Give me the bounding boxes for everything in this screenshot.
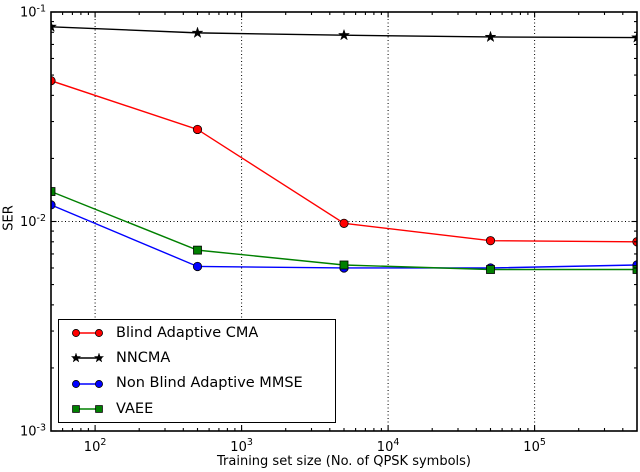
- legend-label: Non Blind Adaptive MMSE: [116, 375, 303, 392]
- legend-label: VAEE: [116, 400, 154, 417]
- legend-label: Blind Adaptive CMA: [116, 324, 259, 341]
- x-tick-label: 104: [377, 437, 400, 455]
- legend: Blind Adaptive CMA NNCMA Non Blind Adapt…: [58, 319, 336, 423]
- x-tick-label: 103: [230, 437, 253, 455]
- legend-swatch-circle-icon: [72, 329, 103, 338]
- series-layer: [51, 20, 637, 274]
- series-blind-adaptive-cma: [51, 76, 637, 247]
- series-vaee: [51, 187, 637, 274]
- y-tick-label: 10-2: [20, 213, 46, 230]
- legend-item: Blind Adaptive CMA: [69, 321, 335, 345]
- legend-swatch-circle-icon: [72, 379, 103, 388]
- legend-item: Non Blind Adaptive MMSE: [69, 372, 335, 396]
- y-tick-label: 10-1: [20, 4, 46, 21]
- series-nncma: [51, 20, 637, 43]
- y-axis-label: SER: [1, 205, 17, 231]
- y-tick-label: 10-3: [20, 423, 46, 440]
- legend-swatch-square-icon: [72, 404, 103, 413]
- legend-item: VAEE: [69, 397, 335, 421]
- x-axis-label: Training set size (No. of QPSK symbols): [217, 454, 471, 469]
- legend-swatch-star-icon: [70, 352, 105, 363]
- legend-item: NNCMA: [69, 346, 335, 370]
- x-tick-label: 105: [523, 437, 546, 455]
- axis-ticks: [51, 11, 637, 432]
- legend-label: NNCMA: [116, 350, 171, 367]
- x-tick-label: 102: [84, 437, 107, 455]
